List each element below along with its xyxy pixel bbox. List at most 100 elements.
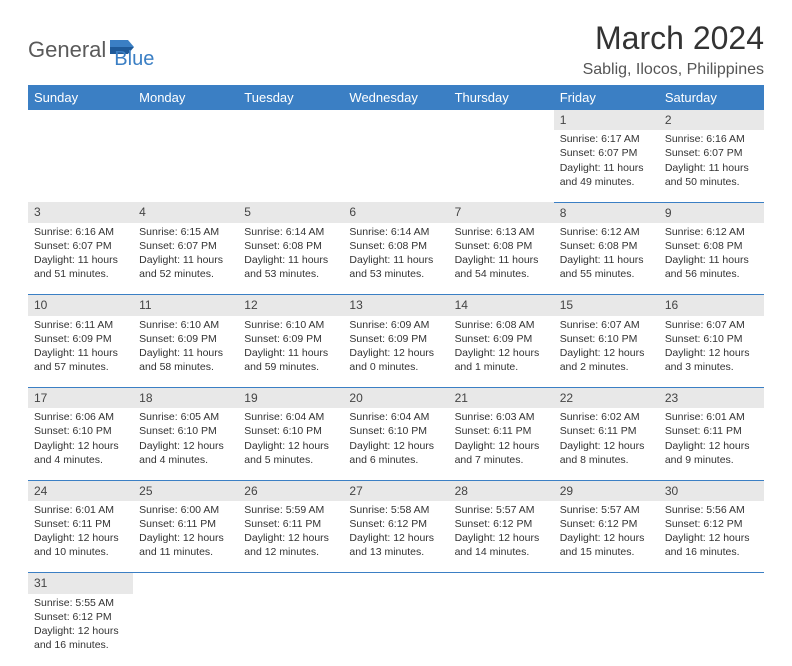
sunset-text: Sunset: 6:08 PM <box>349 239 442 253</box>
day-data-cell: Sunrise: 6:12 AMSunset: 6:08 PMDaylight:… <box>659 223 764 295</box>
daylight-text: Daylight: 12 hours and 8 minutes. <box>560 439 653 467</box>
sunset-text: Sunset: 6:10 PM <box>244 424 337 438</box>
sunrise-text: Sunrise: 6:17 AM <box>560 132 653 146</box>
sunset-text: Sunset: 6:08 PM <box>455 239 548 253</box>
day-data-cell: Sunrise: 6:10 AMSunset: 6:09 PMDaylight:… <box>133 316 238 388</box>
sunrise-text: Sunrise: 6:16 AM <box>34 225 127 239</box>
daylight-text: Daylight: 12 hours and 2 minutes. <box>560 346 653 374</box>
day-number-cell <box>343 110 448 130</box>
weekday-header: Thursday <box>449 85 554 110</box>
location-label: Sablig, Ilocos, Philippines <box>583 61 764 79</box>
sunset-text: Sunset: 6:12 PM <box>560 517 653 531</box>
sunrise-text: Sunrise: 6:07 AM <box>665 318 758 332</box>
day-number-cell: 25 <box>133 480 238 501</box>
day-data-cell: Sunrise: 6:00 AMSunset: 6:11 PMDaylight:… <box>133 501 238 573</box>
sunrise-text: Sunrise: 6:14 AM <box>244 225 337 239</box>
sunrise-text: Sunrise: 6:11 AM <box>34 318 127 332</box>
day-data-cell: Sunrise: 6:16 AMSunset: 6:07 PMDaylight:… <box>28 223 133 295</box>
day-data-cell <box>449 130 554 202</box>
day-data-cell <box>343 594 448 666</box>
day-data-cell: Sunrise: 6:07 AMSunset: 6:10 PMDaylight:… <box>659 316 764 388</box>
day-data-cell: Sunrise: 6:12 AMSunset: 6:08 PMDaylight:… <box>554 223 659 295</box>
daylight-text: Daylight: 11 hours and 53 minutes. <box>244 253 337 281</box>
day-number-row: 12 <box>28 110 764 130</box>
sunset-text: Sunset: 6:07 PM <box>34 239 127 253</box>
day-data-cell: Sunrise: 6:06 AMSunset: 6:10 PMDaylight:… <box>28 408 133 480</box>
sunrise-text: Sunrise: 6:14 AM <box>349 225 442 239</box>
sunset-text: Sunset: 6:09 PM <box>455 332 548 346</box>
daylight-text: Daylight: 12 hours and 14 minutes. <box>455 531 548 559</box>
daylight-text: Daylight: 12 hours and 12 minutes. <box>244 531 337 559</box>
day-number-cell: 21 <box>449 388 554 409</box>
day-data-cell: Sunrise: 6:16 AMSunset: 6:07 PMDaylight:… <box>659 130 764 202</box>
day-number-cell <box>554 573 659 594</box>
day-data-cell <box>238 130 343 202</box>
day-data-cell: Sunrise: 5:59 AMSunset: 6:11 PMDaylight:… <box>238 501 343 573</box>
day-number-row: 17181920212223 <box>28 388 764 409</box>
daylight-text: Daylight: 12 hours and 1 minute. <box>455 346 548 374</box>
day-data-row: Sunrise: 6:11 AMSunset: 6:09 PMDaylight:… <box>28 316 764 388</box>
day-data-cell: Sunrise: 6:14 AMSunset: 6:08 PMDaylight:… <box>238 223 343 295</box>
daylight-text: Daylight: 12 hours and 9 minutes. <box>665 439 758 467</box>
day-data-cell: Sunrise: 6:01 AMSunset: 6:11 PMDaylight:… <box>659 408 764 480</box>
day-number-cell <box>133 573 238 594</box>
sunset-text: Sunset: 6:09 PM <box>244 332 337 346</box>
day-number-cell: 1 <box>554 110 659 130</box>
day-data-cell: Sunrise: 6:01 AMSunset: 6:11 PMDaylight:… <box>28 501 133 573</box>
logo-text-blue: Blue <box>114 48 154 71</box>
sunrise-text: Sunrise: 6:08 AM <box>455 318 548 332</box>
sunset-text: Sunset: 6:11 PM <box>455 424 548 438</box>
daylight-text: Daylight: 12 hours and 11 minutes. <box>139 531 232 559</box>
daylight-text: Daylight: 11 hours and 50 minutes. <box>665 161 758 189</box>
day-number-cell: 19 <box>238 388 343 409</box>
daylight-text: Daylight: 11 hours and 54 minutes. <box>455 253 548 281</box>
sunrise-text: Sunrise: 6:12 AM <box>665 225 758 239</box>
day-data-cell: Sunrise: 6:14 AMSunset: 6:08 PMDaylight:… <box>343 223 448 295</box>
day-number-cell: 24 <box>28 480 133 501</box>
weekday-header: Wednesday <box>343 85 448 110</box>
sunrise-text: Sunrise: 6:09 AM <box>349 318 442 332</box>
daylight-text: Daylight: 12 hours and 10 minutes. <box>34 531 127 559</box>
day-number-cell <box>449 573 554 594</box>
sunset-text: Sunset: 6:09 PM <box>34 332 127 346</box>
day-data-cell: Sunrise: 6:02 AMSunset: 6:11 PMDaylight:… <box>554 408 659 480</box>
sunset-text: Sunset: 6:08 PM <box>560 239 653 253</box>
day-data-cell: Sunrise: 5:58 AMSunset: 6:12 PMDaylight:… <box>343 501 448 573</box>
sunset-text: Sunset: 6:08 PM <box>665 239 758 253</box>
day-data-cell: Sunrise: 6:04 AMSunset: 6:10 PMDaylight:… <box>343 408 448 480</box>
daylight-text: Daylight: 12 hours and 13 minutes. <box>349 531 442 559</box>
day-number-row: 3456789 <box>28 202 764 223</box>
day-data-cell <box>133 594 238 666</box>
day-number-cell: 18 <box>133 388 238 409</box>
day-number-cell <box>343 573 448 594</box>
weekday-header: Saturday <box>659 85 764 110</box>
sunrise-text: Sunrise: 6:07 AM <box>560 318 653 332</box>
day-number-cell <box>133 110 238 130</box>
daylight-text: Daylight: 11 hours and 49 minutes. <box>560 161 653 189</box>
daylight-text: Daylight: 11 hours and 59 minutes. <box>244 346 337 374</box>
sunset-text: Sunset: 6:09 PM <box>349 332 442 346</box>
daylight-text: Daylight: 12 hours and 16 minutes. <box>665 531 758 559</box>
day-data-cell: Sunrise: 6:13 AMSunset: 6:08 PMDaylight:… <box>449 223 554 295</box>
day-number-cell: 16 <box>659 295 764 316</box>
day-number-cell: 31 <box>28 573 133 594</box>
day-number-cell: 9 <box>659 202 764 223</box>
day-data-cell: Sunrise: 6:07 AMSunset: 6:10 PMDaylight:… <box>554 316 659 388</box>
day-data-cell: Sunrise: 6:15 AMSunset: 6:07 PMDaylight:… <box>133 223 238 295</box>
day-data-cell: Sunrise: 5:57 AMSunset: 6:12 PMDaylight:… <box>554 501 659 573</box>
day-number-cell: 7 <box>449 202 554 223</box>
day-data-cell: Sunrise: 6:05 AMSunset: 6:10 PMDaylight:… <box>133 408 238 480</box>
sunset-text: Sunset: 6:08 PM <box>244 239 337 253</box>
day-number-cell: 14 <box>449 295 554 316</box>
day-data-cell: Sunrise: 6:17 AMSunset: 6:07 PMDaylight:… <box>554 130 659 202</box>
sunrise-text: Sunrise: 5:59 AM <box>244 503 337 517</box>
day-data-cell: Sunrise: 5:56 AMSunset: 6:12 PMDaylight:… <box>659 501 764 573</box>
sunrise-text: Sunrise: 5:55 AM <box>34 596 127 610</box>
day-number-cell: 4 <box>133 202 238 223</box>
day-data-cell <box>28 130 133 202</box>
day-number-cell: 13 <box>343 295 448 316</box>
sunset-text: Sunset: 6:09 PM <box>139 332 232 346</box>
day-data-cell: Sunrise: 6:10 AMSunset: 6:09 PMDaylight:… <box>238 316 343 388</box>
weekday-header: Sunday <box>28 85 133 110</box>
sunset-text: Sunset: 6:11 PM <box>139 517 232 531</box>
